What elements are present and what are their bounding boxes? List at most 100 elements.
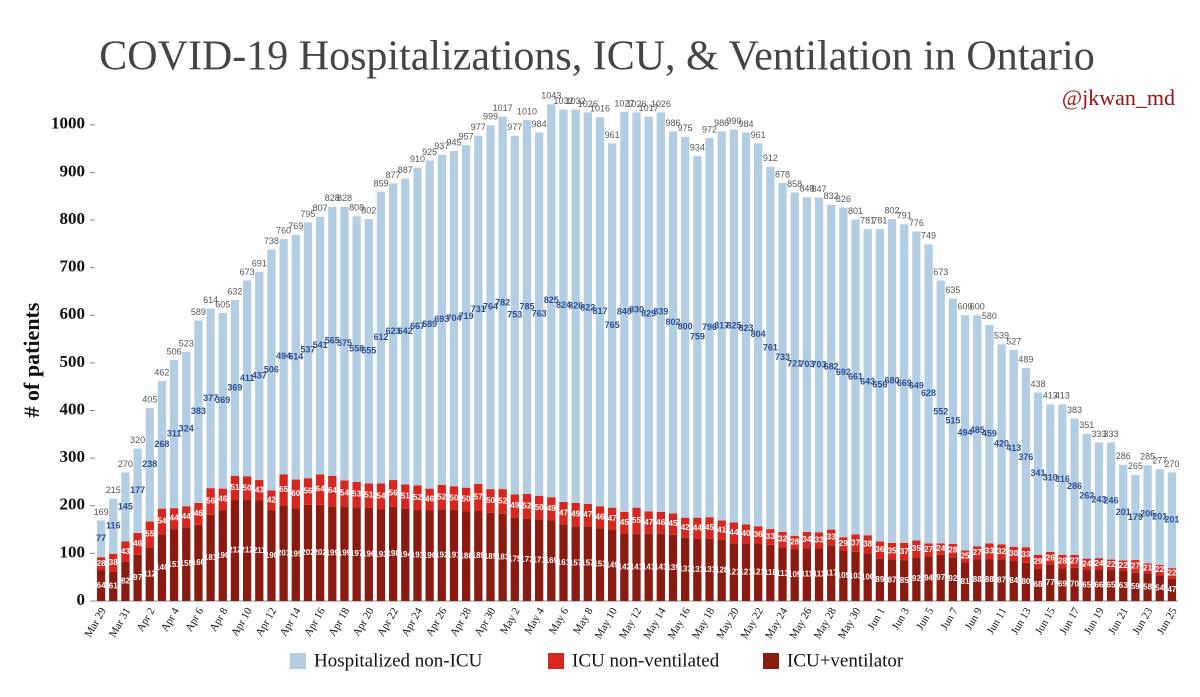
bar-segment — [510, 494, 519, 518]
bar-segment — [1046, 551, 1055, 565]
bar-segment — [1143, 465, 1152, 564]
data-label: 160 — [192, 558, 206, 567]
bar-segment — [206, 514, 215, 601]
bar-segment — [839, 537, 848, 551]
bar-segment — [315, 216, 325, 475]
data-label: 201 — [1116, 507, 1131, 517]
bar-segment — [766, 544, 775, 601]
data-label: 103 — [849, 572, 863, 581]
bar-segment — [1131, 474, 1140, 561]
bar-segment — [1070, 567, 1079, 601]
data-label: 65 — [1107, 581, 1116, 590]
bar-segment — [388, 506, 398, 601]
data-label: 506 — [264, 364, 279, 374]
data-label: 238 — [142, 459, 157, 469]
bar-segment — [693, 517, 702, 539]
bar-segment — [632, 507, 641, 534]
data-label: 80 — [1021, 577, 1030, 586]
bar-segment — [547, 520, 556, 601]
data-label: 201 — [277, 548, 291, 557]
bar-segment — [279, 239, 288, 475]
x-tick-label: Apr 2 — [134, 606, 157, 634]
bar-segment — [1033, 392, 1043, 555]
data-label: 52 — [413, 493, 422, 502]
bar-segment — [790, 549, 799, 601]
bar-segment — [1119, 464, 1128, 561]
data-label: 22 — [1167, 568, 1176, 577]
total-label: 961 — [605, 130, 620, 140]
data-label: 177 — [130, 485, 145, 495]
data-label: 88 — [973, 575, 982, 584]
bar-segment — [608, 143, 617, 508]
bar-segment — [328, 206, 337, 476]
data-label: 22 — [1155, 565, 1164, 574]
total-label: 802 — [885, 205, 900, 215]
data-label: 141 — [654, 563, 668, 572]
bar-segment — [145, 408, 154, 522]
bar-segment — [401, 508, 410, 601]
chart-subtitle: @jkwan_md — [1062, 85, 1175, 110]
bar-segment — [571, 526, 580, 601]
bar-segment — [267, 490, 276, 511]
bar-segment — [754, 143, 763, 527]
bar-segment — [157, 381, 167, 509]
data-label: 50 — [243, 483, 252, 492]
data-label: 92 — [948, 574, 957, 583]
data-label: 35 — [912, 544, 921, 553]
bar-segment — [255, 500, 264, 601]
total-label: 635 — [945, 285, 960, 295]
data-label: 782 — [495, 297, 510, 307]
data-label: 88 — [985, 575, 994, 584]
bar-segment — [656, 112, 665, 512]
x-tick-label: Apr 22 — [375, 606, 401, 639]
bar-segment — [997, 544, 1006, 560]
data-label: 759 — [690, 331, 705, 341]
data-label: 87 — [888, 575, 897, 584]
data-label: 145 — [118, 501, 133, 511]
data-label: 310 — [1043, 473, 1058, 483]
total-label: 776 — [909, 218, 924, 228]
data-label: 682 — [824, 362, 839, 372]
total-label: 986 — [665, 118, 680, 128]
y-tick-label: 300 — [60, 447, 86, 466]
data-label: 30 — [1009, 549, 1018, 558]
x-tick-label: Jun 5 — [914, 605, 936, 632]
bar-segment — [729, 522, 738, 544]
bar-segment — [863, 229, 872, 536]
bar-segment — [230, 300, 240, 476]
total-label: 1032 — [566, 96, 586, 106]
bar-segment — [182, 506, 191, 528]
bar-segment — [887, 219, 897, 543]
data-label: 82 — [121, 577, 130, 586]
data-label: 246 — [1104, 495, 1119, 505]
bar-segment — [1082, 433, 1091, 559]
bar-segment — [1167, 472, 1177, 569]
data-label: 46 — [218, 495, 227, 504]
x-tick-label: Apr 6 — [183, 605, 206, 633]
total-label: 887 — [398, 165, 413, 175]
bar-segment — [218, 510, 227, 601]
total-label: 673 — [933, 267, 948, 277]
bar-segment — [437, 484, 446, 510]
total-label: 961 — [751, 130, 766, 140]
data-label: 191 — [447, 551, 461, 560]
data-label: 199 — [338, 549, 352, 558]
bar-segment — [328, 475, 337, 507]
bar-segment — [900, 560, 909, 601]
data-label: 66 — [1094, 580, 1103, 589]
data-label: 131 — [691, 565, 705, 574]
bar-segment — [583, 526, 592, 601]
bar-segment — [96, 520, 106, 558]
bar-segment — [729, 129, 738, 523]
bar-segment — [425, 510, 434, 601]
bar-segment — [364, 219, 373, 484]
bar-segment — [717, 131, 726, 521]
data-label: 111 — [801, 570, 814, 579]
data-label: 81 — [961, 577, 970, 586]
x-tick-label: Apr 28 — [448, 605, 474, 638]
total-label: 937 — [434, 141, 449, 151]
bar-segment — [948, 557, 958, 601]
total-label: 925 — [422, 147, 437, 157]
data-label: 552 — [933, 406, 948, 416]
bar-segment — [376, 483, 386, 510]
